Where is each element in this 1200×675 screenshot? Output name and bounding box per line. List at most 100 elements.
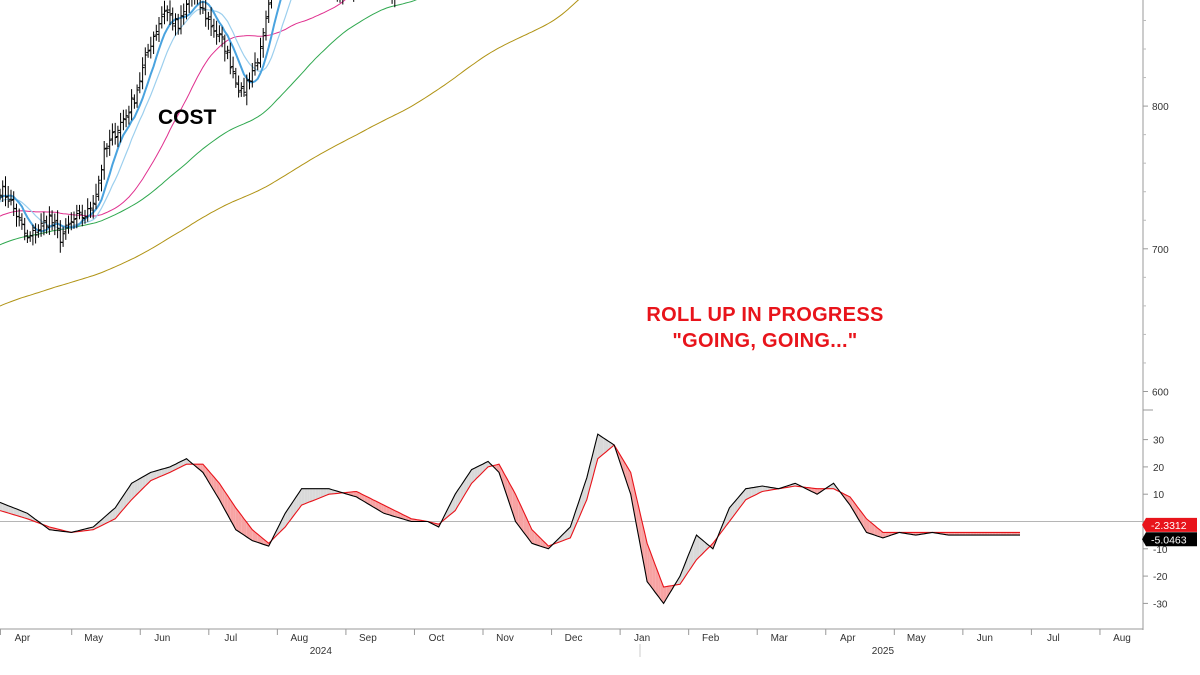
month-label: Apr <box>840 633 856 644</box>
oscillator-fill-segment <box>213 476 217 496</box>
ohlc-bar <box>17 208 22 227</box>
oscillator-fill-segment <box>244 518 247 537</box>
ohlc-bar <box>135 84 140 108</box>
oscillator-fill-segment <box>131 481 135 500</box>
ohlc-bar <box>165 5 170 22</box>
ohlc-bar <box>129 89 134 121</box>
ohlc-bar <box>228 42 233 75</box>
oscillator-fill-segment <box>765 486 768 492</box>
oscillator-fill-segment <box>326 488 330 496</box>
ohlc-bar <box>342 0 344 5</box>
ohlc-bar <box>25 229 30 243</box>
ohlc-bar <box>211 18 216 38</box>
ohlc-bar <box>336 0 338 2</box>
oscillator-fill-segment <box>987 532 990 536</box>
ohlc-bar <box>203 0 208 27</box>
oscillator-fill-segment <box>19 510 22 518</box>
ohlc-bar <box>115 125 120 148</box>
oscillator-fill-segment <box>496 464 500 473</box>
oscillator-fill-segment <box>361 494 365 502</box>
oscillator-fill-segment <box>682 562 686 581</box>
oscillator-fill-segment <box>542 540 546 548</box>
oscillator-fill-segment <box>238 511 242 534</box>
chart-title: COST <box>158 106 217 129</box>
oscillator-fill-segment <box>216 480 220 500</box>
oscillator-fill-segment <box>734 498 738 515</box>
month-label: May <box>907 633 926 644</box>
ohlc-bar <box>194 0 196 5</box>
ohlc-bar <box>94 183 98 210</box>
oscillator-fill-segment <box>246 522 250 539</box>
oscillator-fill-segment <box>992 532 996 536</box>
oscillator-fill-segment <box>175 462 179 470</box>
oscillator-fill-segment <box>279 518 283 533</box>
oscillator-fill-segment <box>180 460 184 467</box>
oscillator-fill-segment <box>222 487 225 510</box>
ohlc-bar <box>261 28 266 58</box>
ohlc-bar <box>162 0 167 25</box>
oscillator-fill-segment <box>882 532 886 538</box>
ohlc-bar <box>6 186 11 208</box>
ohlc-bar <box>157 17 161 42</box>
ohlc-bar <box>173 13 178 36</box>
oscillator-fill-segment <box>318 488 321 499</box>
oscillator-fill-segment <box>287 505 291 524</box>
oscillator-fill-segment <box>134 480 138 497</box>
ohlc-bar <box>181 3 186 25</box>
oscillator-fill-segment <box>329 488 332 495</box>
oscillator-fill-segment <box>8 505 11 514</box>
ohlc-bar <box>88 201 93 218</box>
oscillator-fill-segment <box>948 532 952 536</box>
oscillator-fill-segment <box>224 491 228 515</box>
oscillator-fill-segment <box>183 458 187 466</box>
oscillator-fill-segment <box>647 543 650 586</box>
ohlc-bar <box>14 203 19 227</box>
oscillator-fast-badge-bg <box>1142 532 1197 547</box>
oscillator-fill-segment <box>252 529 256 542</box>
oscillator-fill-segment <box>309 488 313 502</box>
ohlc-bar <box>214 20 219 45</box>
ohlc-bar <box>9 189 13 206</box>
oscillator-fast-line <box>0 433 1020 605</box>
ohlc-bar <box>28 231 33 242</box>
ohlc-bar <box>196 0 198 5</box>
oscillator-fill-segment <box>367 496 371 506</box>
oscillator-fill-segment <box>392 509 395 517</box>
oscillator-fill-segment <box>603 437 606 455</box>
oscillator-fill-segment <box>161 468 165 476</box>
oscillator-fill-segment <box>817 488 820 495</box>
ohlc-bar <box>50 210 55 231</box>
oscillator-tick-label: -10 <box>1153 545 1168 556</box>
oscillator-fill-segment <box>5 504 9 514</box>
oscillator-fill-segment <box>978 532 982 536</box>
oscillator-fill-segment <box>847 495 851 506</box>
oscillator-fill-segment <box>449 499 453 516</box>
oscillator-fill-segment <box>652 557 656 593</box>
oscillator-fill-segment <box>298 488 302 509</box>
oscillator-fill-segment <box>956 532 960 536</box>
oscillator-fill-segment <box>485 461 489 470</box>
oscillator-fill-segment <box>693 535 697 564</box>
oscillator-fill-segment <box>570 518 574 538</box>
oscillator-fill-segment <box>685 555 689 577</box>
oscillator-fill-segment <box>871 523 875 536</box>
oscillator-fill-segment <box>477 465 480 478</box>
oscillator-fill-segment <box>471 468 475 484</box>
month-label: Jun <box>977 633 993 644</box>
oscillator-fill-segment <box>745 488 749 500</box>
oscillator-fill-segment <box>307 488 310 503</box>
oscillator-fill-segment <box>515 494 519 526</box>
oscillator-fill-segment <box>233 503 236 530</box>
oscillator-fill-segment <box>726 507 730 526</box>
ohlc-bar <box>104 143 109 158</box>
oscillator-fill-segment <box>2 503 6 513</box>
oscillator-fill-segment <box>984 532 988 536</box>
moving-average-line-1 <box>0 0 282 233</box>
oscillator-fill-segment <box>954 532 957 536</box>
ohlc-bar <box>206 11 211 30</box>
oscillator-fill-segment <box>830 483 834 489</box>
oscillator-fill-segment <box>666 586 670 599</box>
month-label: Jun <box>154 633 170 644</box>
oscillator-fill-segment <box>523 511 527 537</box>
ohlc-bar <box>63 218 68 240</box>
